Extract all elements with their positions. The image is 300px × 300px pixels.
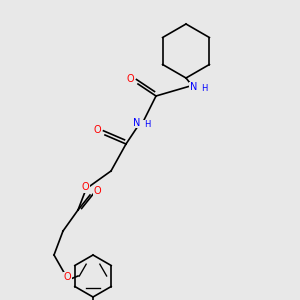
- Text: H: H: [201, 84, 207, 93]
- Text: N: N: [190, 82, 197, 92]
- Text: H: H: [144, 120, 150, 129]
- Text: N: N: [133, 118, 140, 128]
- Text: O: O: [94, 185, 101, 196]
- Text: O: O: [82, 182, 89, 193]
- Text: O: O: [94, 125, 101, 136]
- Text: O: O: [127, 74, 134, 85]
- Text: O: O: [64, 272, 71, 283]
